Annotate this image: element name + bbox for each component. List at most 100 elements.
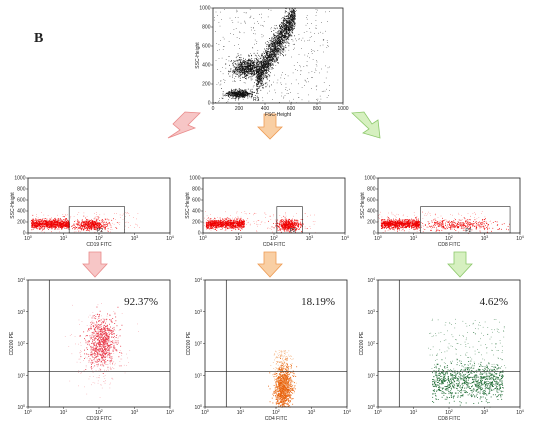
dot (49, 222, 51, 223)
dot (46, 224, 47, 226)
dot (222, 97, 224, 99)
dot (300, 70, 302, 71)
dot (31, 222, 32, 224)
dot (287, 21, 288, 23)
dot (263, 69, 265, 70)
dot (263, 65, 265, 67)
dot (285, 87, 287, 88)
dot (266, 78, 268, 80)
dot (109, 223, 111, 224)
dot (256, 89, 257, 90)
dot (219, 25, 221, 27)
dot (288, 23, 290, 25)
dot (265, 54, 267, 56)
dot (257, 79, 259, 80)
dot (264, 58, 266, 60)
dot (290, 26, 292, 27)
dot (247, 60, 249, 62)
dot (270, 42, 272, 44)
dot (259, 82, 261, 84)
dot (240, 57, 242, 59)
dot (292, 10, 294, 12)
dot (244, 64, 245, 66)
dot (284, 29, 285, 31)
dot (274, 53, 276, 55)
dot (241, 70, 243, 72)
dot (250, 72, 252, 74)
dot (58, 224, 60, 225)
dot (39, 221, 40, 223)
dot (43, 231, 45, 233)
dot (94, 224, 96, 226)
dot (280, 27, 282, 29)
x-tick-label: 200 (235, 106, 244, 112)
dot (268, 60, 270, 62)
dot (248, 68, 250, 70)
dot (282, 26, 284, 28)
dot (50, 222, 51, 224)
dot (289, 32, 291, 34)
dot (247, 62, 248, 64)
dot (274, 38, 276, 40)
dot (239, 57, 240, 58)
dot (271, 36, 273, 38)
dot (253, 75, 255, 76)
dot (228, 91, 230, 93)
dot (278, 50, 280, 52)
dot (241, 66, 243, 67)
dot (240, 59, 241, 61)
dot (285, 46, 286, 48)
dot (32, 226, 34, 228)
dot (80, 225, 82, 227)
dot (257, 77, 258, 79)
dot (82, 228, 84, 230)
dot (247, 68, 249, 70)
dot (46, 218, 48, 220)
dot (252, 63, 254, 64)
dot (268, 51, 270, 53)
dot (243, 68, 244, 69)
dot (244, 63, 245, 64)
dot (261, 75, 263, 77)
dot (96, 224, 98, 226)
dot (275, 61, 276, 63)
dot (234, 45, 235, 46)
dot (58, 218, 60, 220)
dot (301, 48, 302, 49)
dot (291, 18, 292, 20)
dot (267, 55, 269, 57)
dot (308, 94, 309, 96)
dot (264, 69, 266, 70)
dot (49, 226, 51, 227)
dot (276, 25, 277, 26)
dot (116, 213, 117, 214)
dot (207, 225, 209, 227)
dot (42, 221, 44, 222)
dot (283, 25, 284, 26)
dot (263, 68, 265, 69)
dot (87, 223, 89, 225)
dot (110, 229, 111, 230)
dot (290, 35, 292, 37)
dot (62, 223, 64, 225)
dot (55, 220, 56, 222)
dot (286, 20, 288, 22)
dot (257, 50, 259, 51)
dot (39, 220, 41, 222)
dot (275, 54, 276, 56)
dot (231, 88, 232, 90)
dot (276, 82, 278, 84)
dot (98, 223, 100, 225)
dot (282, 40, 284, 42)
dot (308, 72, 310, 74)
dot (259, 80, 261, 82)
gate-label: R1 (253, 97, 260, 103)
dot (47, 226, 49, 228)
dot (285, 28, 286, 30)
dot (48, 225, 49, 227)
dot (287, 26, 289, 28)
dot (259, 68, 261, 70)
dot (32, 218, 34, 220)
dot (31, 223, 32, 225)
dot (51, 217, 52, 218)
